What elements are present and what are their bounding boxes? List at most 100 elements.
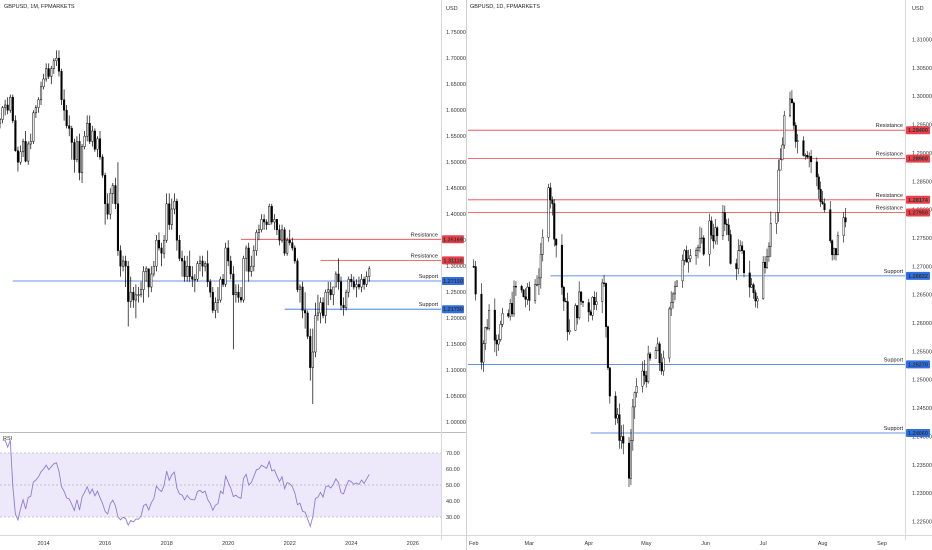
candle-body	[509, 303, 512, 317]
candle-body	[716, 227, 719, 237]
candle-body	[739, 245, 742, 252]
candle-body	[695, 250, 698, 256]
candle-body	[86, 122, 89, 137]
monthly-chart-panel[interactable]: GBPUSD, 1M, FPMARKETS ResistanceResistan…	[0, 0, 477, 550]
candle-body	[42, 78, 45, 88]
candle-body	[216, 299, 219, 303]
daily-chart-panel[interactable]: GBPUSD, 1D, FPMARKETS ResistanceResistan…	[467, 0, 932, 550]
candle-body	[137, 294, 140, 296]
candle-body	[831, 240, 834, 256]
candle-body	[270, 206, 273, 223]
candle-body	[821, 201, 824, 204]
candle-body	[127, 265, 130, 302]
rsi-pane	[0, 432, 466, 528]
monthly-price-tick: 1.65000	[446, 82, 466, 88]
candle-body	[350, 278, 353, 283]
candle-body	[83, 135, 86, 147]
candle-body	[88, 122, 91, 142]
monthly-time-tick: 2020	[222, 541, 234, 547]
support-price-badge	[906, 429, 930, 437]
candle-body	[687, 258, 690, 263]
candle-body	[37, 99, 40, 108]
candle-body	[511, 303, 514, 315]
candle-body	[268, 206, 271, 225]
candle-body	[334, 273, 337, 288]
monthly-price-tick: 1.55000	[446, 134, 466, 140]
candle-body	[165, 203, 168, 241]
candle-body	[595, 301, 598, 305]
monthly-price-tick: 1.75000	[446, 30, 466, 36]
candle-body	[365, 276, 368, 285]
daily-candles	[472, 90, 847, 488]
candle-body	[725, 223, 728, 226]
monthly-time-tick: 2024	[345, 541, 357, 547]
candle-body	[319, 302, 322, 314]
candle-body	[273, 219, 276, 223]
daily-price-tick: 1.27000	[912, 264, 932, 270]
candle-body	[245, 247, 248, 259]
candle-body	[252, 250, 255, 267]
candle-body	[808, 156, 811, 158]
candle-body	[804, 154, 807, 157]
candle-body	[741, 245, 744, 251]
candle-body	[794, 125, 797, 142]
candle-body	[710, 220, 713, 236]
candle-body	[762, 261, 765, 299]
monthly-time-tick: 2014	[37, 541, 49, 547]
daily-price-tick: 1.23500	[912, 463, 932, 469]
candle-body	[842, 217, 845, 236]
candle-body	[819, 189, 822, 202]
candle-body	[222, 278, 225, 285]
candle-body	[560, 244, 563, 288]
resistance-label: Resistance	[876, 193, 903, 199]
candle-body	[566, 301, 569, 333]
candle-body	[823, 203, 826, 210]
candle-body	[178, 239, 181, 259]
candle-body	[645, 375, 648, 382]
candle-body	[589, 311, 592, 316]
candle-body	[316, 312, 319, 316]
candle-body	[781, 144, 784, 160]
candle-body	[482, 343, 485, 363]
candle-body	[534, 284, 537, 301]
monthly-price-tick: 1.45000	[446, 186, 466, 192]
daily-price-tick: 1.28500	[912, 179, 932, 185]
candle-body	[4, 104, 7, 108]
candle-body	[484, 327, 487, 344]
candle-body	[329, 289, 332, 296]
candle-body	[633, 392, 636, 408]
candle-body	[78, 141, 81, 173]
candle-body	[160, 247, 163, 254]
candle-body	[635, 386, 638, 393]
candle-body	[52, 60, 55, 69]
candle-body	[604, 283, 608, 327]
candle-body	[147, 268, 150, 288]
candle-body	[514, 286, 517, 288]
candle-body	[495, 339, 498, 345]
candle-body	[70, 128, 73, 143]
candle-body	[152, 265, 155, 275]
rsi-line	[2, 439, 370, 528]
candle-body	[672, 293, 675, 303]
candle-body	[834, 248, 838, 256]
candle-body	[57, 57, 61, 72]
candle-body	[654, 350, 657, 359]
candle-body	[288, 239, 291, 244]
candle-body	[643, 370, 646, 376]
candle-body	[729, 234, 732, 264]
candle-body	[783, 115, 786, 146]
candle-body	[55, 57, 58, 62]
resistance-price-badge	[906, 208, 930, 217]
support-price-badge-text: 1.27150	[443, 279, 463, 285]
resistance-price-badge-text: 1.28900	[908, 157, 928, 163]
candle-body	[104, 174, 107, 205]
candle-body	[278, 229, 281, 241]
candle-body	[206, 263, 209, 283]
candle-body	[535, 284, 539, 286]
resistance-price-badge-text: 1.27950	[908, 211, 928, 217]
daily-price-tick: 1.29000	[912, 151, 932, 157]
candle-body	[792, 102, 795, 126]
candle-body	[551, 199, 554, 204]
candle-body	[696, 247, 700, 251]
candle-body	[260, 219, 263, 231]
